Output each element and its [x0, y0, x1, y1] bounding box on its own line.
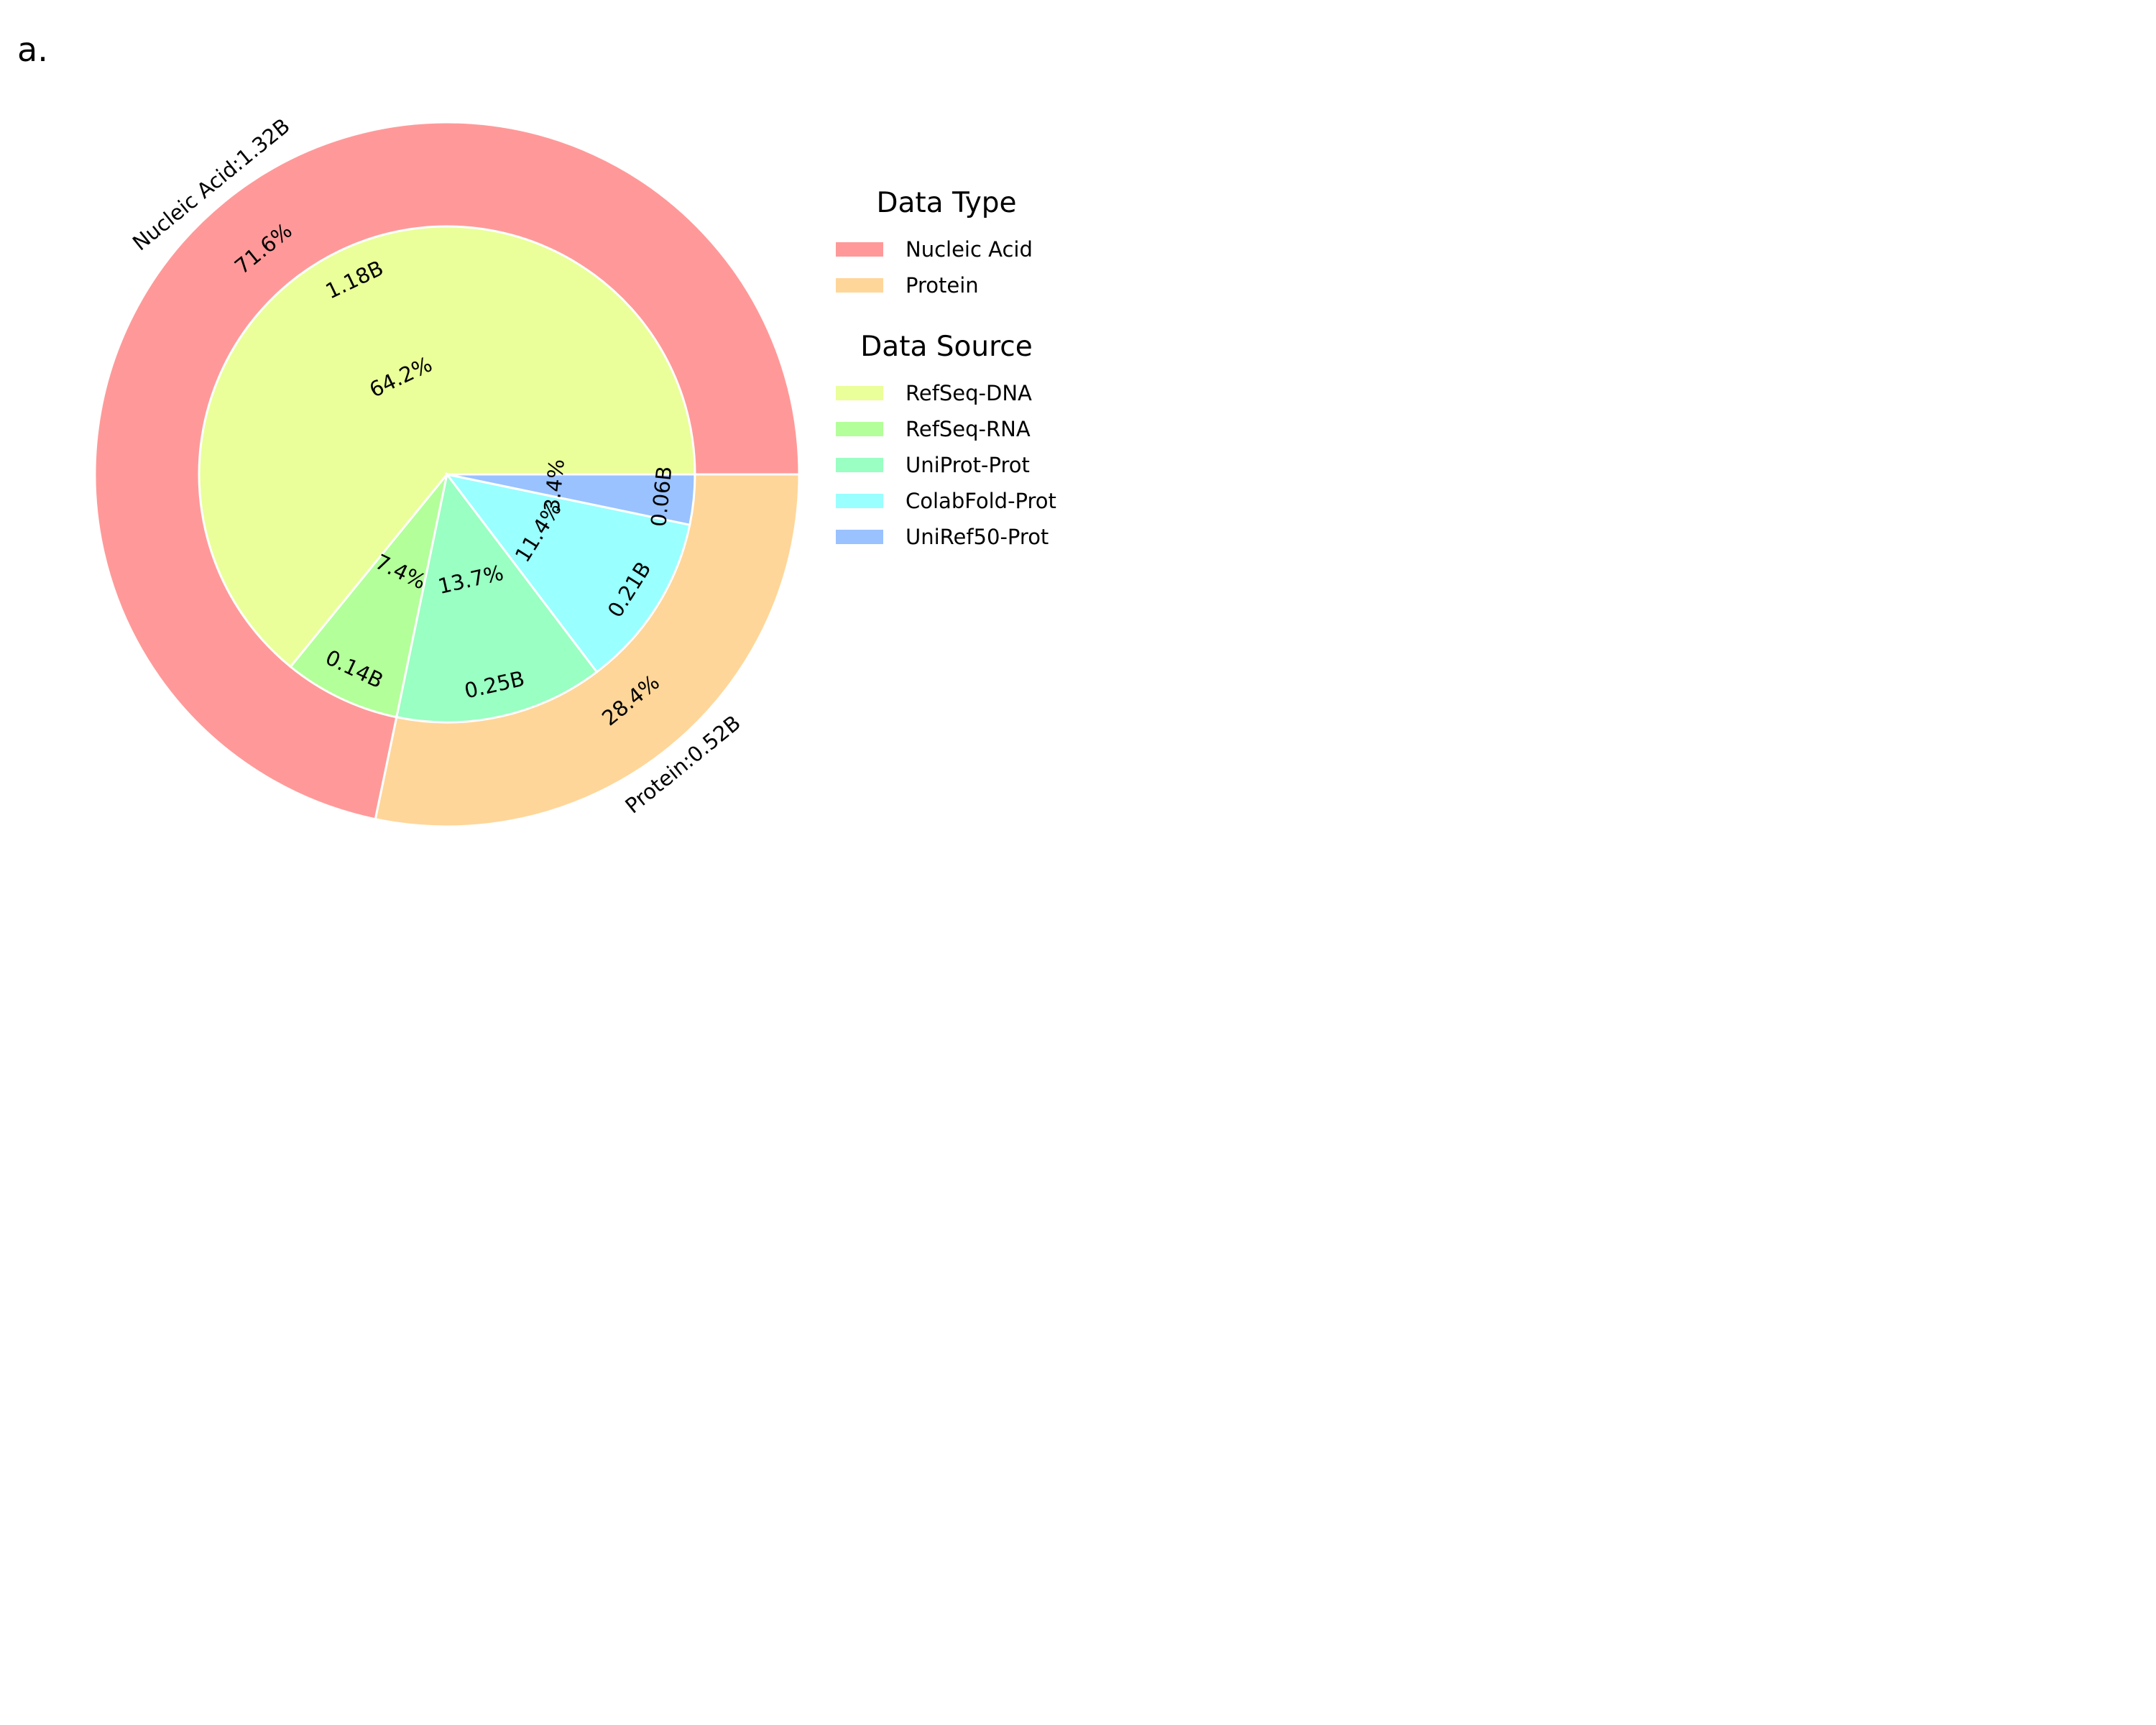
inner-ring	[198, 225, 696, 724]
legend-label-refseq-dna: RefSeq-DNA	[906, 381, 1032, 405]
nested-pie-chart: a. 71.6%Nucleic Acid:1.32B28.4%Protein:0…	[17, 30, 1056, 828]
legend-label-uniprot-prot: UniProt-Prot	[906, 453, 1030, 477]
slice-refseq-rna	[289, 474, 448, 719]
legend-title-data-source: Data Source	[860, 331, 1032, 363]
legend-swatch-uniprot-prot	[836, 458, 883, 472]
legend-swatch-refseq-rna	[836, 422, 883, 436]
legend-swatch-protein	[836, 278, 883, 293]
legend: Data Type Nucleic Acid Protein Data Source R…	[836, 187, 1056, 549]
legend-swatch-uniref50-prot	[836, 530, 883, 544]
slice-refseq-dna	[198, 225, 696, 668]
slice-uniprot-prot	[395, 472, 599, 724]
slice-colabfold-prot	[444, 472, 691, 674]
legend-title-data-type: Data Type	[876, 187, 1016, 219]
legend-swatch-nucleic-acid	[836, 242, 883, 257]
legend-label-protein: Protein	[906, 273, 979, 298]
legend-swatch-colabfold-prot	[836, 494, 883, 508]
slice-uniref50-prot	[446, 473, 696, 526]
panel-letter: a.	[17, 30, 48, 69]
legend-label-colabfold-prot: ColabFold-Prot	[906, 489, 1056, 513]
legend-swatch-refseq-dna	[836, 386, 883, 400]
percent-label-uniref50-prot: 3.4%	[540, 458, 569, 513]
legend-label-uniref50-prot: UniRef50-Prot	[906, 525, 1049, 549]
legend-label-refseq-rna: RefSeq-RNA	[906, 417, 1031, 441]
legend-label-nucleic-acid: Nucleic Acid	[906, 237, 1033, 262]
